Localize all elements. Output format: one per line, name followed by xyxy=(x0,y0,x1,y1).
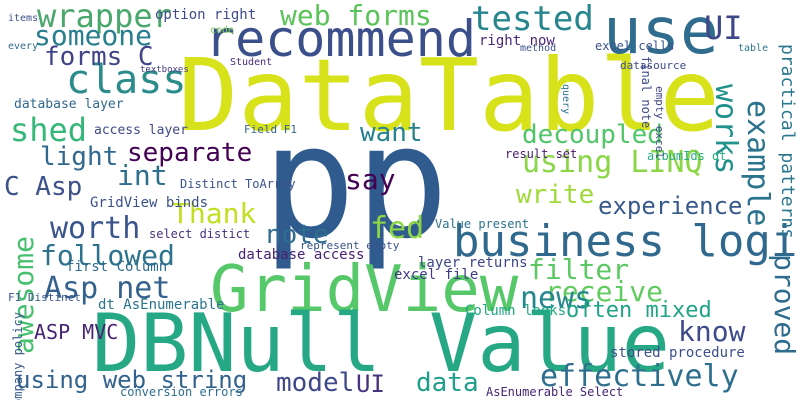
word-method: method xyxy=(520,43,557,54)
word-recommend: recommend xyxy=(205,10,476,68)
word-result-set: result set xyxy=(505,147,578,161)
word-news: news xyxy=(520,281,593,316)
word-followed: followed xyxy=(40,239,175,272)
word-web-forms: web forms xyxy=(280,0,432,32)
word-gridview-binds: GridView binds xyxy=(90,195,209,211)
word-decoupled: decoupled xyxy=(522,120,663,150)
word-light: light xyxy=(40,142,119,172)
word-excel-cells: excel cells xyxy=(595,39,675,53)
word-p-left: p xyxy=(262,91,356,273)
word-asenumerable-select: AsEnumerable Select xyxy=(486,385,624,399)
word-field-f1: Field F1 xyxy=(244,123,297,136)
word-using-web-string: using web string xyxy=(16,366,248,394)
word-f1-distinct: F1 Distinct xyxy=(8,291,81,304)
word-model: model xyxy=(276,368,355,398)
word-experience: experience xyxy=(598,192,743,220)
word-int: int xyxy=(117,159,168,192)
word-write: write xyxy=(516,180,595,210)
word-worth: worth xyxy=(50,211,141,246)
word-access-layer: access layer xyxy=(94,123,188,138)
word-want: want xyxy=(360,118,423,148)
word-select-distict: select distict xyxy=(149,227,251,241)
word-know: know xyxy=(678,315,746,348)
word-every: every xyxy=(8,41,39,52)
word-gridview: GridView xyxy=(210,253,519,327)
word-class: class xyxy=(66,57,187,103)
word-layer-returns: layer returns xyxy=(418,255,528,271)
word-ui-bottom: UI xyxy=(356,370,385,398)
word-proved: proved xyxy=(768,254,800,356)
word-fed: fed xyxy=(370,211,425,246)
word-first-column: first Column xyxy=(66,259,168,275)
word-datatable: DataTable xyxy=(178,37,720,154)
word-value-present: Value present xyxy=(435,217,529,231)
word-receive: receive xyxy=(545,275,664,308)
word-datasource: datasource xyxy=(620,59,687,72)
word-database-access: database access xyxy=(238,247,365,263)
word-business-logic: business logic xyxy=(453,216,800,267)
word-company-policy: company policy xyxy=(11,312,25,400)
word-using-linq: using LINQ xyxy=(522,145,703,180)
word-stored-procedure: stored procedure xyxy=(610,345,745,361)
word-excel-file: excel file xyxy=(394,267,479,283)
word-filter: filter xyxy=(528,253,630,286)
word-table: table xyxy=(738,43,769,54)
word-forms-c: forms C xyxy=(44,42,154,72)
word-dbnull-value: DBNull Value xyxy=(92,297,670,390)
word-say: say xyxy=(345,163,396,196)
word-note: note xyxy=(266,220,329,250)
word-asp-mvc: ASP MVC xyxy=(34,320,119,344)
word-albumids-dt: albumIds dt xyxy=(647,149,727,163)
word-represent-empty: represent empty xyxy=(300,239,400,252)
word-often-mixed: often mixed xyxy=(566,298,712,323)
word-textboxes: textboxes xyxy=(140,65,189,75)
word-c-asp: C Asp xyxy=(4,172,83,202)
word-ui-top: UI xyxy=(704,9,743,47)
word-column-looks: Column looks xyxy=(465,303,567,319)
word-p-right: p xyxy=(355,91,449,273)
word-thank: Thank xyxy=(172,197,257,230)
word-practical-patterns: practical patterns xyxy=(777,44,798,240)
word-separate: separate xyxy=(127,138,253,168)
word-someone: someone xyxy=(34,19,153,52)
word-query: query xyxy=(560,84,571,115)
word-items: items xyxy=(8,13,39,24)
word-example: example xyxy=(740,100,775,227)
word-wrapper: wrapper xyxy=(37,0,172,35)
word-distinct-toarray: Distinct ToArray xyxy=(180,177,296,191)
word-data: data xyxy=(416,368,479,398)
word-right-now: right now xyxy=(479,33,555,49)
word-code: code xyxy=(210,25,235,36)
word-option-right: option right xyxy=(155,7,257,23)
word-empty-excel: empty excel xyxy=(653,86,666,159)
word-effectively: effectively xyxy=(540,359,739,394)
word-use: use xyxy=(603,0,719,69)
word-asp-net: Asp net xyxy=(44,271,171,306)
word-student: Student xyxy=(230,57,273,68)
word-shed: shed xyxy=(10,111,88,149)
word-database-layer: database layer xyxy=(14,97,124,112)
word-conversion-errors: conversion errors xyxy=(120,385,243,399)
word-tested: tested xyxy=(471,0,594,39)
word-dt-asenumerable: dt AsEnumerable xyxy=(98,297,225,313)
